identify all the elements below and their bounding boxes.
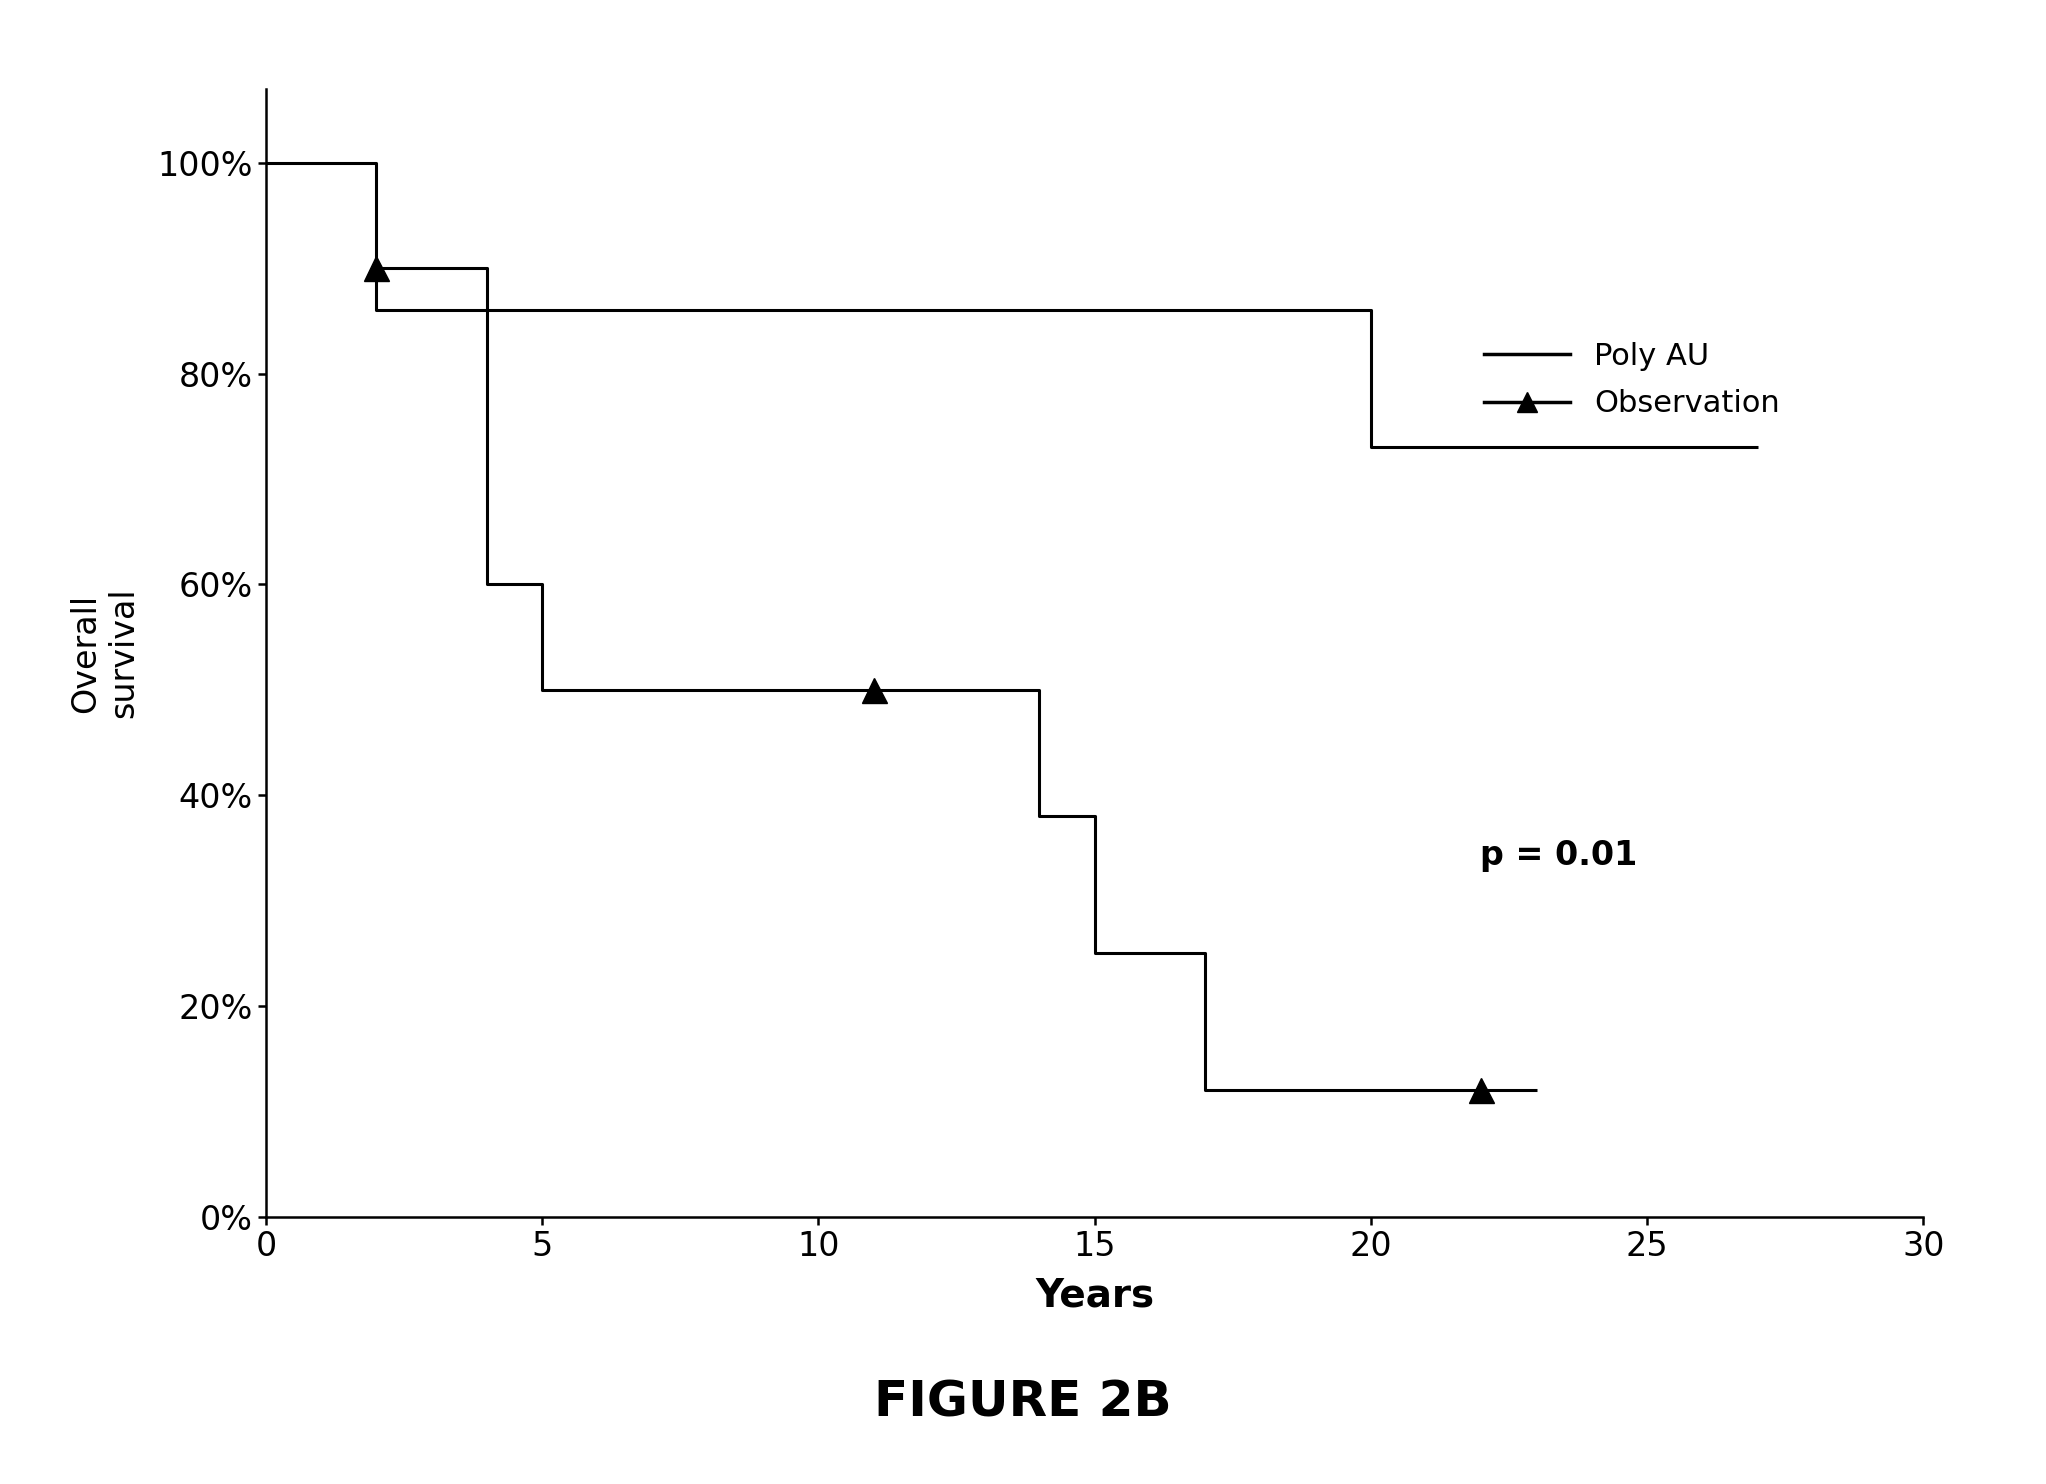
Text: p = 0.01: p = 0.01 xyxy=(1479,840,1637,873)
X-axis label: Years: Years xyxy=(1035,1276,1154,1315)
Legend: Poly AU, Observation: Poly AU, Observation xyxy=(1471,329,1792,430)
Text: FIGURE 2B: FIGURE 2B xyxy=(874,1379,1172,1426)
Y-axis label: Overall
survival: Overall survival xyxy=(70,588,141,718)
